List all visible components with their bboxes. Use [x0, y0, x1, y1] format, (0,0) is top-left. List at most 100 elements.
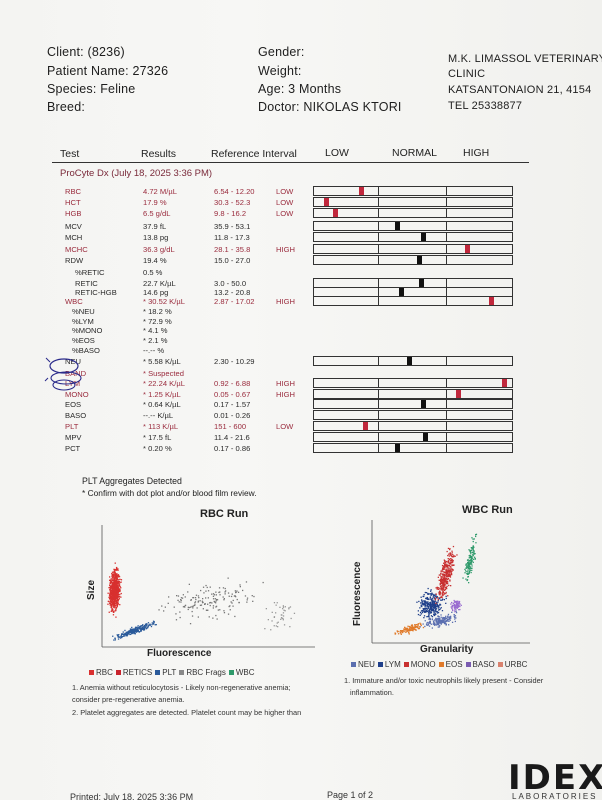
row-result: * 5.58 K/µL [143, 357, 181, 366]
row-result: * 18.2 % [143, 307, 172, 316]
row-result: * 0.20 % [143, 444, 172, 453]
wbc-comment-1: 1. Immature and/or toxic neutrophils lik… [344, 676, 544, 685]
row-reference: 35.9 - 53.1 [214, 222, 251, 231]
legend-label: PLT [162, 668, 177, 677]
clinic-address: KATSANTONAION 21, 4154 [448, 84, 592, 96]
range-divider [378, 379, 379, 387]
range-divider [446, 198, 447, 206]
row-test-name: MONO [65, 390, 89, 399]
range-graph [313, 197, 513, 207]
range-divider [446, 422, 447, 430]
range-graph [313, 389, 513, 399]
result-marker [420, 400, 426, 408]
clinic-name-2: CLINIC [448, 68, 486, 80]
row-reference: 0.17 - 1.57 [214, 400, 251, 409]
row-result: 36.3 g/dL [143, 245, 175, 254]
row-test-name: %EOS [72, 336, 95, 345]
row-reference: 0.05 - 0.67 [214, 390, 251, 399]
legend-swatch [179, 670, 185, 676]
result-marker [465, 245, 471, 253]
header-rule [52, 162, 529, 163]
range-divider [378, 288, 379, 296]
clinic-phone: TEL 25338877 [448, 100, 523, 112]
range-graph [313, 410, 513, 420]
range-divider [446, 279, 447, 287]
idexx-logo: IDEXX [508, 758, 602, 798]
row-test-name: %NEU [72, 307, 95, 316]
result-marker [333, 209, 339, 217]
row-result: * 30.52 K/µL [143, 297, 185, 306]
range-graph [313, 443, 513, 453]
row-result: 13.8 pg [143, 233, 169, 242]
row-test-name: RETIC-HGB [75, 288, 117, 297]
row-test-name: RBC [65, 187, 82, 196]
range-graph [313, 244, 513, 254]
legend-label: RBC Frags [186, 668, 226, 677]
col-low: LOW [325, 147, 349, 159]
urbc-cloud [394, 622, 425, 635]
row-test-name: EOS [65, 400, 82, 409]
row-flag: HIGH [276, 245, 295, 254]
range-divider [378, 422, 379, 430]
row-test-name: PCT [65, 444, 81, 453]
row-result: * 0.64 K/µL [143, 400, 181, 409]
row-flag: HIGH [276, 379, 295, 388]
range-divider [446, 233, 447, 241]
row-test-name: BASO [65, 411, 87, 420]
range-divider [378, 233, 379, 241]
rbc-cloud [107, 562, 123, 618]
row-result: * 2.1 % [143, 336, 168, 345]
row-reference: 0.92 - 6.88 [214, 379, 251, 388]
legend-label: URBC [504, 660, 528, 669]
range-divider [378, 222, 379, 230]
rbc-comment-1b: consider pre-regenerative anemia. [72, 695, 185, 704]
range-divider [446, 379, 447, 387]
result-marker [488, 297, 494, 305]
baso-cloud [450, 599, 462, 613]
row-result: 4.72 M/µL [143, 187, 177, 196]
weight: Weight: [258, 64, 302, 78]
idexx-logo-sub: LABORATORIES [512, 792, 598, 800]
row-test-name: PLT [65, 422, 79, 431]
species: Species: Feline [47, 82, 136, 96]
client-id: Client: (8236) [47, 45, 125, 59]
range-graph [313, 255, 513, 265]
range-graph [313, 186, 513, 196]
row-result: --.-- % [143, 346, 165, 355]
rbc-x-axis-label: Fluorescence [147, 648, 212, 659]
row-result: 22.7 K/µL [143, 279, 176, 288]
range-divider [446, 187, 447, 195]
row-result: * 22.24 K/µL [143, 379, 185, 388]
result-marker [323, 198, 329, 206]
row-reference: 0.17 - 0.86 [214, 444, 251, 453]
result-marker [502, 379, 508, 387]
result-marker [418, 279, 424, 287]
wbc-y-axis-label: Fluorescence [352, 561, 363, 626]
range-graph [313, 296, 513, 306]
row-flag: HIGH [276, 297, 295, 306]
rbc-scatter-plot [101, 525, 315, 648]
row-flag: LOW [276, 209, 294, 218]
legend-swatch [377, 662, 383, 668]
legend-swatch [115, 670, 121, 676]
row-test-name: RETIC [75, 279, 98, 288]
legend-label: RBC [96, 668, 113, 677]
range-divider [378, 400, 379, 408]
row-reference: 13.2 - 20.8 [214, 288, 251, 297]
row-flag: LOW [276, 422, 294, 431]
row-reference: 9.8 - 16.2 [214, 209, 247, 218]
range-divider [446, 297, 447, 305]
row-reference: 2.30 - 10.29 [214, 357, 255, 366]
range-divider [446, 357, 447, 365]
rbc-comment-1: 1. Anemia without reticulocytosis - Like… [72, 683, 291, 692]
range-divider [378, 279, 379, 287]
row-test-name: %BASO [72, 346, 100, 355]
row-test-name: WBC [65, 297, 83, 306]
legend-swatch [228, 670, 234, 676]
range-divider [378, 198, 379, 206]
range-graph [313, 221, 513, 231]
row-test-name: MPV [65, 433, 82, 442]
lym-cloud [416, 587, 447, 621]
range-graph [313, 421, 513, 431]
row-reference: 151 - 600 [214, 422, 247, 431]
